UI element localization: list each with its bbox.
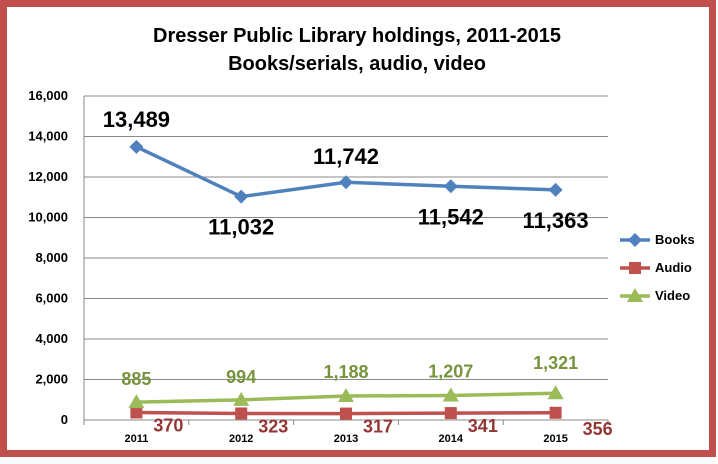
data-point-video — [233, 391, 250, 406]
data-labels: 13,489 11,032 11,742 11,542 11,363 370 323 317 3… — [103, 107, 613, 439]
y-tick-label: 16,000 — [28, 88, 68, 103]
y-tick-label: 12,000 — [28, 169, 68, 184]
x-tick-label: 2012 — [229, 433, 253, 445]
data-label-books: 13,489 — [103, 107, 170, 132]
y-tick-label: 8,000 — [35, 250, 68, 265]
data-point-books — [548, 182, 563, 197]
data-label-video: 994 — [226, 367, 256, 387]
legend: Books Audio Video — [620, 232, 695, 303]
data-point-video — [128, 394, 145, 409]
legend-marker-audio — [629, 262, 641, 274]
data-point-video — [338, 387, 354, 402]
data-label-video: 1,321 — [533, 353, 578, 373]
data-label-books: 11,032 — [208, 215, 274, 240]
series-lines — [128, 139, 564, 420]
y-tick-label: 10,000 — [28, 210, 68, 225]
data-point-books — [234, 189, 249, 204]
data-label-audio: 317 — [363, 417, 393, 437]
x-tick-label: 2014 — [439, 433, 464, 445]
legend-marker-books — [628, 233, 642, 247]
y-tick-label: 4,000 — [35, 331, 68, 346]
legend-label-books: Books — [655, 232, 695, 247]
data-point-audio — [340, 407, 352, 420]
x-tick-label: 2015 — [543, 433, 567, 445]
x-tick-label: 2011 — [124, 433, 148, 445]
data-label-audio: 323 — [258, 416, 288, 436]
legend-label-video: Video — [655, 288, 690, 303]
chart-title: Dresser Public Library holdings, 2011-20… — [153, 25, 561, 47]
y-tick-label: 6,000 — [35, 291, 68, 306]
x-tick-label: 2013 — [334, 433, 358, 445]
data-label-video: 1,207 — [428, 362, 473, 382]
data-label-video: 1,188 — [323, 362, 368, 382]
y-tick-label: 14,000 — [28, 129, 68, 144]
data-label-audio: 370 — [153, 416, 183, 436]
chart-subtitle: Books/serials, audio, video — [228, 53, 486, 75]
y-tick-label: 0 — [61, 412, 68, 427]
data-label-audio: 356 — [583, 419, 613, 439]
data-label-books: 11,742 — [313, 144, 379, 169]
legend-marker-video — [627, 288, 643, 302]
data-point-audio — [444, 407, 457, 420]
legend-label-audio: Audio — [655, 260, 692, 275]
data-point-audio — [130, 406, 143, 419]
data-point-books — [129, 139, 144, 154]
data-point-audio — [549, 406, 562, 419]
data-label-books: 11,363 — [523, 208, 589, 233]
data-label-audio: 341 — [468, 416, 498, 436]
data-point-audio — [235, 407, 248, 420]
data-point-books — [443, 179, 458, 194]
axes: 0 2,000 4,000 6,000 8,000 10,000 12,000 14,000 1… — [28, 88, 609, 445]
data-label-books: 11,542 — [418, 204, 484, 229]
data-point-video — [547, 385, 564, 400]
data-label-video: 885 — [121, 369, 151, 389]
y-tick-label: 2,000 — [35, 372, 68, 387]
data-point-books — [339, 175, 353, 190]
data-point-video — [442, 387, 459, 402]
